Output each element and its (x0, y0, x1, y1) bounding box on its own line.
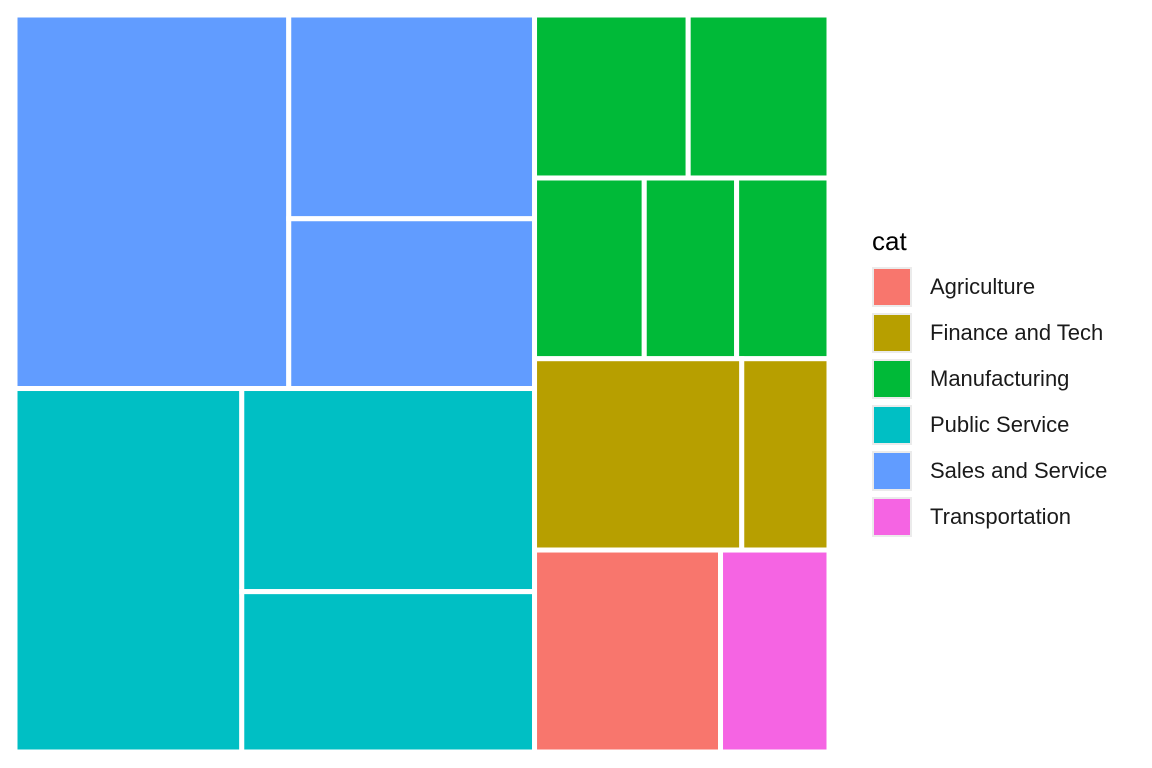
legend-item-transportation: Transportation (872, 494, 1107, 540)
treemap-tile-public-service (239, 589, 538, 755)
treemap-tile-finance-and-tech (532, 356, 745, 553)
legend-label: Finance and Tech (930, 320, 1104, 345)
legend-label: Agriculture (930, 274, 1036, 299)
treemap-tile-transportation (718, 547, 832, 755)
legend-title: cat (872, 226, 907, 256)
legend-label: Transportation (930, 504, 1072, 529)
legend-label: Manufacturing (930, 366, 1070, 391)
treemap-tile-sales-and-service (12, 12, 292, 392)
treemap-chart (12, 12, 832, 755)
treemap-tile-manufacturing (532, 175, 647, 362)
legend-key-manufacturing (872, 359, 912, 399)
legend-items: Agriculture Finance and Tech Manufacturing… (872, 264, 1107, 540)
treemap-tile-finance-and-tech (739, 356, 832, 553)
legend-key-sales-and-service (872, 451, 912, 491)
treemap-tile-manufacturing (685, 12, 832, 181)
legend-label: Public Service (930, 412, 1070, 437)
treemap-tile-public-service (12, 386, 245, 755)
legend-item-public-service: Public Service (872, 402, 1107, 448)
legend-item-sales-and-service: Sales and Service (872, 448, 1107, 494)
legend-label: Sales and Service (930, 458, 1108, 483)
treemap-tile-manufacturing (641, 175, 740, 362)
legend-key-public-service (872, 405, 912, 445)
legend: cat Agriculture Finance and Tech Manufactu… (872, 224, 1107, 540)
legend-item-manufacturing: Manufacturing (872, 356, 1107, 402)
legend-item-finance-and-tech: Finance and Tech (872, 310, 1107, 356)
legend-item-agriculture: Agriculture (872, 264, 1107, 310)
legend-key-agriculture (872, 267, 912, 307)
legend-key-finance-and-tech (872, 313, 912, 353)
treemap-tile-manufacturing (734, 175, 832, 362)
treemap-tile-agriculture (532, 547, 724, 755)
treemap-tile-public-service (239, 386, 538, 595)
treemap-tile-sales-and-service (286, 12, 538, 222)
treemap-tile-sales-and-service (286, 216, 538, 392)
legend-key-transportation (872, 497, 912, 537)
treemap-tile-manufacturing (532, 12, 691, 181)
